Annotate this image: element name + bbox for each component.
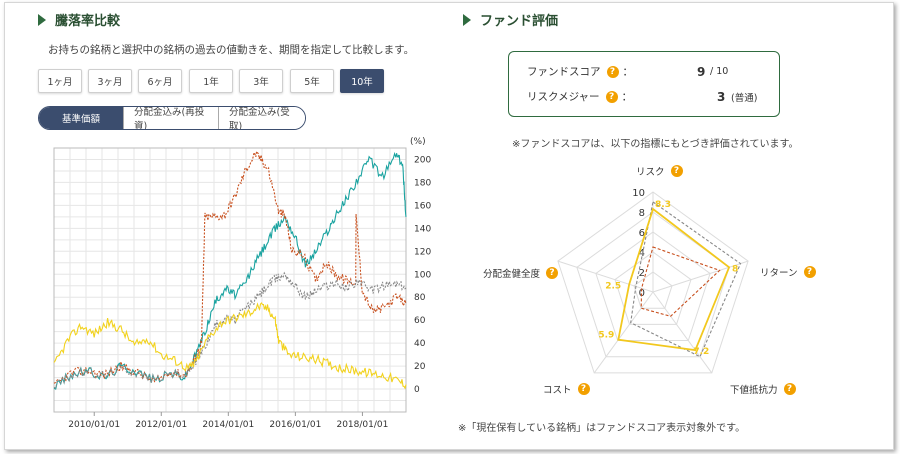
radar-value-label: 7.2 bbox=[693, 347, 709, 357]
radar-axis-text: 分配金健全度 bbox=[483, 269, 541, 280]
y-tick-label: 20 bbox=[414, 362, 426, 372]
radar-help-icon[interactable]: ? bbox=[803, 266, 816, 278]
y-tick-label: 200 bbox=[414, 155, 431, 165]
y-tick-label: 80 bbox=[414, 293, 426, 303]
radar-grid bbox=[595, 231, 711, 341]
radar-label-dividend: 分配金健全度? bbox=[483, 266, 559, 280]
x-tick-label: 2010/01/01 bbox=[68, 420, 120, 430]
section-marker-icon bbox=[463, 13, 471, 26]
x-tick-label: 2018/01/01 bbox=[336, 420, 388, 430]
radar-help-icon[interactable]: ? bbox=[783, 383, 796, 395]
series-line-gray bbox=[53, 271, 407, 389]
radar-scale-label: 2 bbox=[639, 268, 645, 279]
radar-spoke bbox=[593, 291, 654, 374]
radar-label-cost: コスト? bbox=[543, 382, 590, 396]
radar-label-risk: リスク? bbox=[636, 164, 683, 178]
fund-rating-title-text: ファンド評価 bbox=[480, 14, 559, 29]
colon: ： bbox=[622, 66, 634, 78]
radar-spoke bbox=[652, 291, 713, 374]
radar-value-label: 2.5 bbox=[605, 281, 621, 291]
mode-tab[interactable]: 分配金込み(受取) bbox=[218, 107, 305, 129]
y-tick-label: 120 bbox=[414, 247, 431, 257]
series-line-yellow bbox=[53, 302, 407, 390]
risk-measure-help-icon[interactable]: ? bbox=[605, 90, 618, 103]
risk-measure-value: 3 bbox=[717, 89, 726, 104]
radar-spoke bbox=[652, 260, 749, 293]
radar-help-icon[interactable]: ? bbox=[546, 267, 559, 279]
y-tick-label: 160 bbox=[414, 201, 431, 211]
y-tick-label: 100 bbox=[414, 270, 431, 280]
performance-title-text: 騰落率比較 bbox=[55, 14, 121, 29]
radar-grid bbox=[614, 251, 692, 325]
radar-grid bbox=[557, 191, 749, 374]
fund-score-label: ファンドスコア bbox=[527, 66, 601, 78]
x-tick-label: 2016/01/01 bbox=[269, 420, 321, 430]
radar-label-return: リターン? bbox=[760, 265, 816, 279]
series-line-teal bbox=[53, 151, 407, 390]
y-tick-label: 60 bbox=[414, 316, 426, 326]
mode-switch: 基準価額 分配金込み(再投資) 分配金込み(受取) bbox=[38, 106, 306, 130]
radar-scale-label: 8 bbox=[639, 208, 645, 219]
performance-description: お持ちの銘柄と選択中の銘柄の過去の値動きを、期間を指定して比較します。 bbox=[48, 44, 415, 56]
period-button[interactable]: 10年 bbox=[340, 69, 384, 93]
radar-value-label: 8 bbox=[732, 264, 738, 274]
y-tick-label: 140 bbox=[414, 224, 431, 234]
radar-help-icon[interactable]: ? bbox=[670, 165, 683, 177]
period-button[interactable]: 1年 bbox=[189, 69, 233, 93]
y-axis-unit: (%) bbox=[410, 137, 426, 147]
risk-measure-label: リスクメジャー bbox=[527, 91, 600, 103]
radar-series-fund bbox=[617, 207, 731, 352]
radar-series-compare-gray bbox=[630, 201, 742, 358]
fund-rating-section-title: ファンド評価 bbox=[463, 10, 558, 29]
radar-grid bbox=[633, 271, 673, 309]
score-box: ファンドスコア ? ： 9 / 10 リスクメジャー ? ： 3 (普通) bbox=[508, 51, 780, 117]
period-button[interactable]: 3ヶ月 bbox=[88, 69, 132, 93]
radar-axis-text: リスク bbox=[636, 167, 665, 178]
y-tick-label: 0 bbox=[414, 385, 420, 395]
radar-axis-text: コスト bbox=[543, 385, 572, 396]
radar-label-downside: 下値抵抗力? bbox=[730, 382, 796, 396]
section-marker-icon bbox=[38, 13, 46, 26]
period-button[interactable]: 5年 bbox=[290, 69, 334, 93]
radar-help-icon[interactable]: ? bbox=[577, 383, 590, 395]
fund-score-max: / 10 bbox=[710, 66, 729, 77]
fund-score-value: 9 bbox=[697, 64, 706, 79]
y-tick-label: 40 bbox=[414, 339, 426, 349]
plot-area bbox=[53, 147, 407, 413]
period-button[interactable]: 6ヶ月 bbox=[138, 69, 182, 93]
series-line-orange bbox=[53, 150, 407, 384]
holding-note: ※「現在保有している銘柄」はファンドスコア表示対象外です。 bbox=[458, 423, 746, 434]
x-tick-label: 2014/01/01 bbox=[202, 420, 254, 430]
period-button[interactable]: 1ヶ月 bbox=[38, 69, 82, 93]
x-tick-label: 2012/01/01 bbox=[135, 420, 187, 430]
radar-series-compare-orange bbox=[640, 246, 721, 317]
radar-value-label: 8.3 bbox=[655, 200, 671, 210]
radar-axis-text: 下値抵抗力 bbox=[730, 385, 778, 396]
radar-spoke bbox=[557, 260, 654, 293]
mode-tab[interactable]: 分配金込み(再投資) bbox=[123, 107, 218, 129]
performance-section-title: 騰落率比較 bbox=[38, 10, 120, 29]
radar-value-label: 5.9 bbox=[598, 331, 614, 341]
radar-scale-label: 6 bbox=[639, 228, 645, 239]
score-note: ※ファンドスコアは、以下の指標にもとづき評価されています。 bbox=[512, 139, 799, 150]
fund-score-help-icon[interactable]: ? bbox=[606, 65, 619, 78]
mode-tab[interactable]: 基準価額 bbox=[39, 107, 123, 129]
risk-measure-text: (普通) bbox=[731, 92, 758, 104]
y-tick-label: 180 bbox=[414, 178, 431, 188]
colon: ： bbox=[621, 91, 633, 103]
radar-scale-label: 4 bbox=[639, 248, 645, 259]
radar-axis-text: リターン bbox=[760, 268, 798, 279]
radar-scale-label: 10 bbox=[632, 188, 645, 199]
period-button[interactable]: 3年 bbox=[239, 69, 283, 93]
